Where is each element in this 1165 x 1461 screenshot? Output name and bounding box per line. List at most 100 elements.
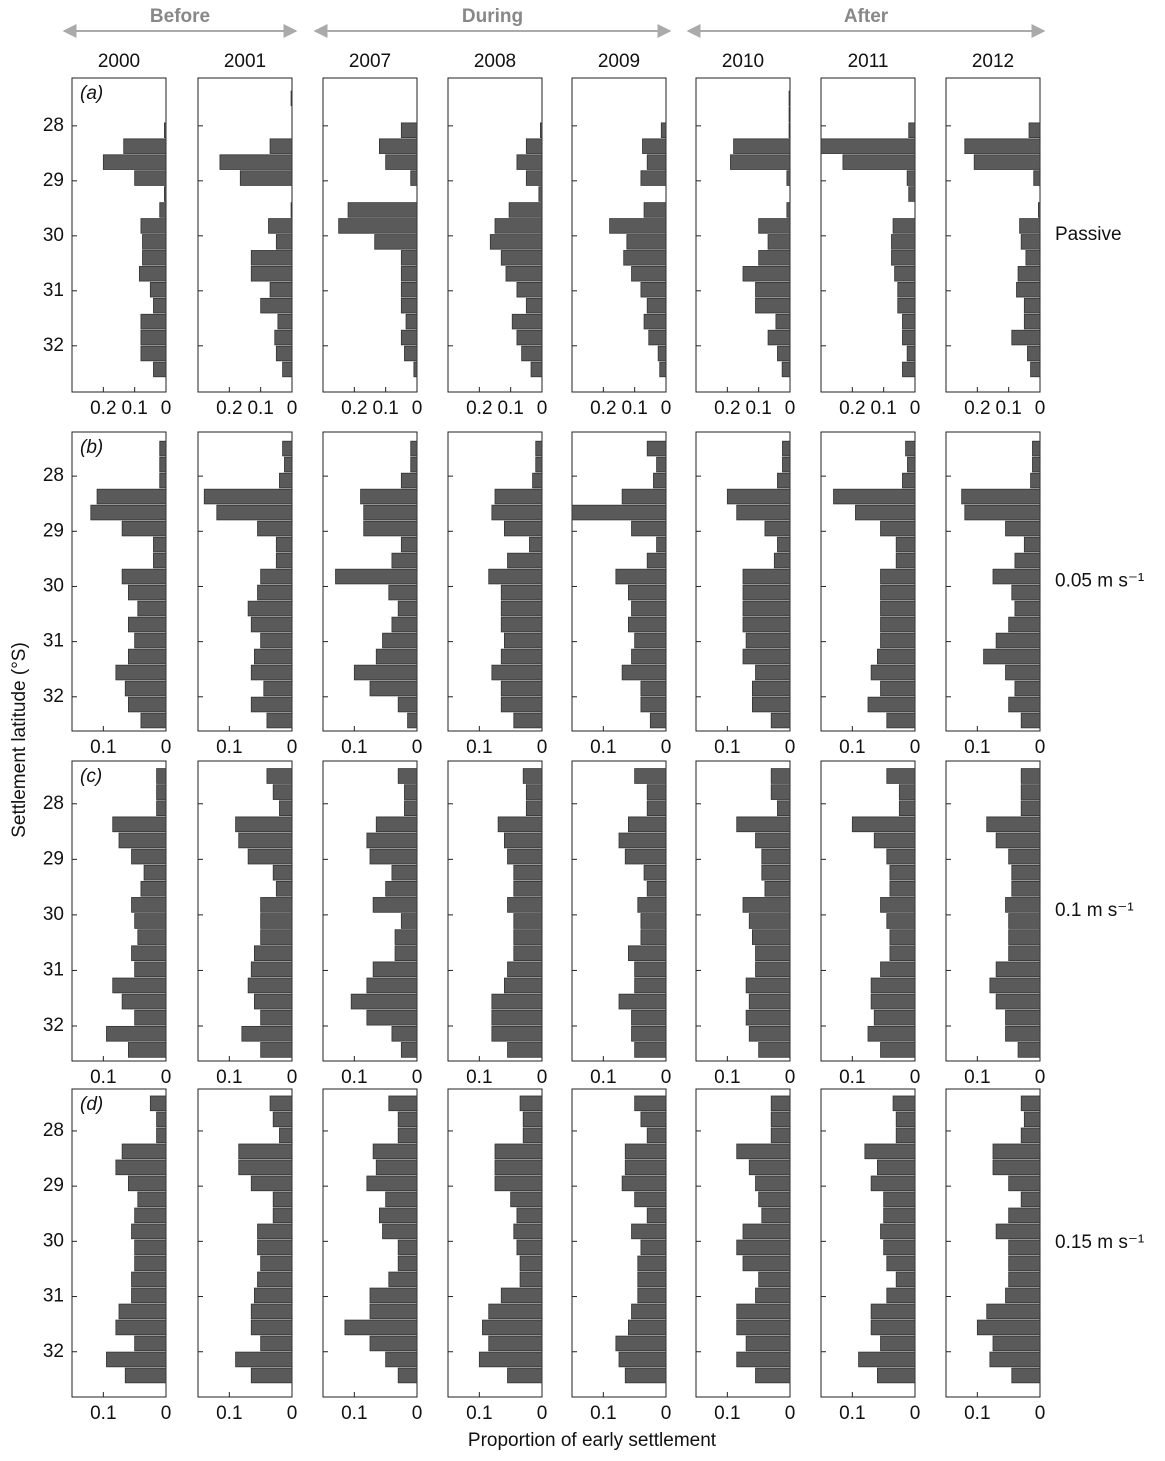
x-tick-label: 0.1 bbox=[839, 1067, 865, 1088]
bar bbox=[156, 784, 167, 800]
bar bbox=[366, 1175, 418, 1192]
bar bbox=[886, 1255, 916, 1272]
bar bbox=[275, 552, 293, 569]
bar bbox=[1005, 1025, 1041, 1042]
bar bbox=[906, 345, 916, 362]
bar bbox=[1032, 440, 1041, 457]
bar bbox=[503, 977, 543, 994]
bar bbox=[372, 961, 418, 978]
bar bbox=[897, 297, 916, 314]
bar bbox=[124, 680, 167, 697]
bar bbox=[646, 784, 667, 800]
bar bbox=[736, 504, 791, 521]
bar bbox=[908, 122, 916, 138]
bar bbox=[1008, 1207, 1041, 1224]
bar bbox=[1008, 848, 1041, 865]
bar bbox=[257, 1223, 293, 1240]
bar bbox=[736, 1303, 791, 1320]
bar bbox=[535, 440, 543, 457]
bar bbox=[736, 1143, 791, 1160]
bar bbox=[530, 361, 543, 378]
bar bbox=[742, 1223, 791, 1240]
bar bbox=[525, 297, 543, 314]
bar bbox=[134, 1207, 167, 1224]
bar bbox=[513, 880, 543, 897]
bar bbox=[640, 913, 667, 929]
bar bbox=[159, 440, 167, 457]
bar bbox=[238, 1159, 293, 1176]
bar bbox=[363, 504, 418, 521]
bar bbox=[742, 568, 791, 585]
bar bbox=[646, 440, 667, 457]
bar bbox=[391, 552, 418, 569]
bar bbox=[870, 1319, 916, 1336]
x-tick-label: 0.1 bbox=[964, 1403, 990, 1424]
bar bbox=[253, 1287, 293, 1304]
x-tick-label: 0.2 bbox=[964, 398, 990, 419]
bar bbox=[777, 800, 791, 817]
x-tick-label: 0.1 bbox=[714, 1403, 740, 1424]
bar bbox=[755, 1367, 791, 1384]
bar bbox=[134, 1239, 167, 1256]
bar bbox=[646, 552, 667, 569]
bar bbox=[143, 864, 167, 881]
bar bbox=[624, 848, 667, 865]
x-tick-label: 0.1 bbox=[341, 1403, 367, 1424]
bar bbox=[773, 552, 791, 569]
bar bbox=[344, 1319, 418, 1336]
bar bbox=[1032, 456, 1041, 473]
bar bbox=[992, 1159, 1041, 1176]
bar bbox=[269, 138, 293, 154]
x-tick-label: 0.1 bbox=[995, 398, 1021, 419]
x-tick-label: 0.1 bbox=[839, 1403, 865, 1424]
bar bbox=[121, 993, 167, 1010]
year-label: 2009 bbox=[598, 51, 640, 72]
bar bbox=[880, 961, 916, 978]
x-tick-label: 0 bbox=[785, 1067, 796, 1088]
bar bbox=[404, 345, 418, 362]
bar bbox=[618, 993, 667, 1010]
x-tick-label: 0 bbox=[161, 1067, 172, 1088]
bar bbox=[397, 1367, 418, 1384]
y-tick-label: 31 bbox=[43, 959, 64, 980]
bar bbox=[400, 266, 418, 282]
bar bbox=[347, 202, 418, 218]
bar bbox=[742, 266, 791, 282]
bar bbox=[637, 897, 667, 913]
bar bbox=[646, 1127, 667, 1144]
y-tick-label: 32 bbox=[43, 1341, 64, 1362]
bar bbox=[156, 800, 167, 817]
group-label: After bbox=[844, 6, 889, 27]
x-axis-label: Proportion of early settlement bbox=[468, 1430, 717, 1451]
y-tick-label: 31 bbox=[43, 1286, 64, 1307]
x-tick-label: 0 bbox=[161, 737, 172, 758]
bar bbox=[274, 329, 293, 346]
bar bbox=[106, 1351, 167, 1368]
year-label: 2008 bbox=[474, 51, 516, 72]
y-tick-label: 28 bbox=[43, 465, 64, 486]
bar bbox=[742, 584, 791, 601]
bar bbox=[257, 1239, 293, 1256]
bar bbox=[503, 632, 543, 649]
bar bbox=[770, 768, 791, 784]
bar bbox=[752, 929, 791, 945]
bar bbox=[272, 784, 293, 800]
bar bbox=[631, 1009, 667, 1026]
bar bbox=[142, 234, 167, 250]
bar bbox=[659, 361, 667, 378]
x-tick-label: 0 bbox=[287, 1403, 298, 1424]
bar bbox=[137, 600, 167, 617]
bar bbox=[494, 488, 543, 505]
bar bbox=[742, 897, 791, 913]
bar bbox=[397, 1255, 418, 1272]
bar bbox=[777, 345, 791, 362]
bar bbox=[503, 520, 543, 537]
bar bbox=[788, 90, 791, 107]
bar bbox=[631, 1223, 667, 1240]
bar bbox=[372, 1143, 418, 1160]
bar bbox=[777, 472, 791, 489]
bar bbox=[1027, 345, 1041, 362]
bar bbox=[745, 1335, 791, 1352]
x-tick-label: 0.2 bbox=[90, 398, 116, 419]
panel-letter: (a) bbox=[80, 83, 103, 104]
